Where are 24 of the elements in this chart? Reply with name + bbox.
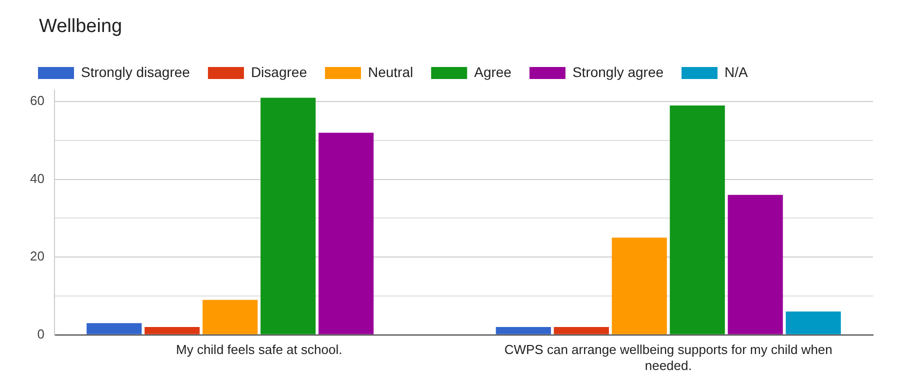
legend-label: Strongly disagree: [81, 64, 190, 80]
x-tick-label: My child feels safe at school.: [176, 342, 342, 358]
bar: [202, 300, 258, 334]
y-tick-label: 20: [30, 248, 44, 264]
legend-label: Strongly agree: [572, 64, 664, 80]
y-tick-label: 0: [37, 326, 44, 342]
bar: [144, 327, 200, 334]
legend-label: Disagree: [250, 64, 308, 80]
legend-label: Neutral: [368, 64, 414, 80]
x-tick-label: CWPS can arrange wellbeing supports for my child when needed.: [504, 342, 832, 373]
bar: [86, 323, 142, 334]
y-tick-label: 60: [30, 93, 44, 108]
bar: [554, 327, 609, 334]
bar: [612, 238, 667, 334]
legend-label: Agree: [474, 64, 512, 80]
bar: [260, 98, 316, 334]
y-tick-label: 40: [30, 170, 44, 186]
bar: [786, 311, 841, 334]
bar: [728, 194, 783, 334]
bar: [670, 106, 725, 334]
legend-label: N/A: [724, 64, 749, 80]
bar: [318, 132, 374, 334]
chart-title: Wellbeing: [39, 16, 122, 38]
bar: [496, 327, 551, 334]
